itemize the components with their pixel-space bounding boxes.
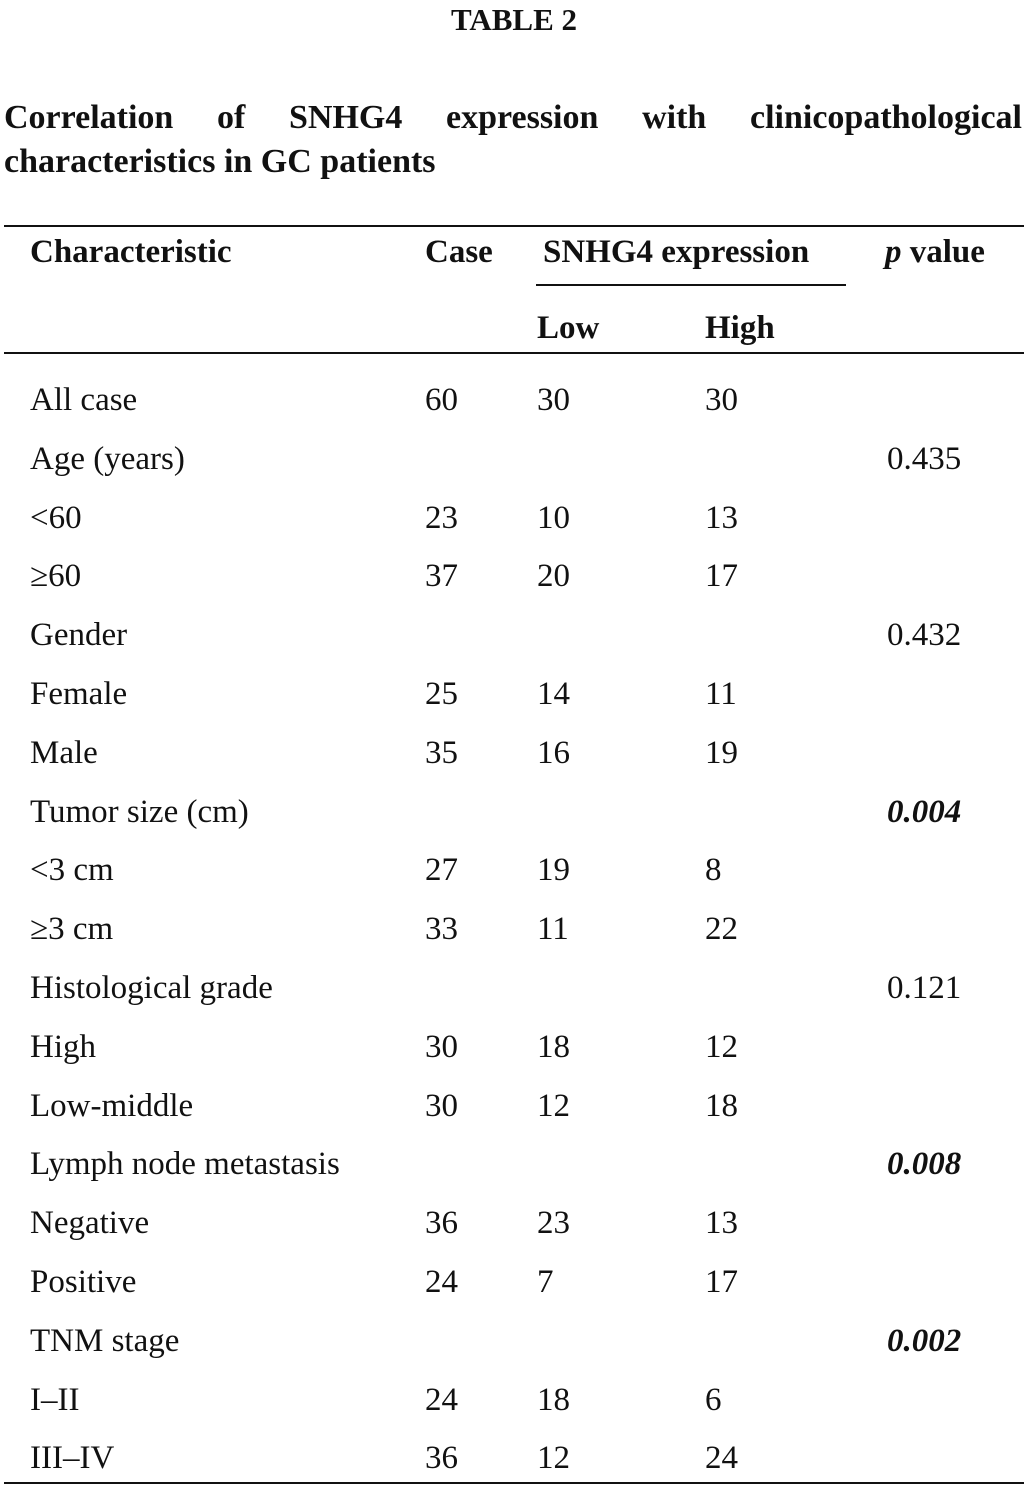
cell: 23: [425, 499, 458, 536]
cell: 12: [537, 1440, 570, 1477]
row-label: Lymph node metastasis: [30, 1146, 340, 1183]
row-label: Histological grade: [30, 970, 273, 1006]
cell: 0.432: [887, 617, 962, 654]
header-rule: [4, 352, 1024, 354]
cell: 19: [537, 852, 570, 889]
row-label: I–II: [30, 1381, 80, 1418]
cell: 30: [537, 382, 570, 418]
cell: 27: [425, 852, 458, 889]
top-rule: [4, 225, 1024, 227]
cell: 13: [705, 499, 738, 536]
cell: 18: [705, 1087, 738, 1124]
cell: 17: [705, 558, 738, 595]
cell: 12: [705, 1028, 738, 1065]
row-label: TNM stage: [30, 1322, 180, 1359]
cell: 0.002: [887, 1322, 962, 1359]
cell: 0.121: [887, 970, 962, 1006]
row-label: Low-middle: [30, 1087, 194, 1124]
table-title: TABLE 2: [450, 2, 578, 37]
cell: 18: [537, 1381, 570, 1418]
cell: 11: [705, 676, 737, 712]
column-header: Characteristic: [30, 234, 232, 270]
row-label: ≥3 cm: [30, 911, 114, 948]
cell: 18: [537, 1028, 570, 1065]
row-label: ≥60: [30, 558, 82, 595]
cell: 60: [425, 382, 458, 418]
row-label: Tumor size (cm): [30, 793, 249, 830]
cell: 0.008: [887, 1146, 962, 1183]
row-label: <60: [30, 499, 82, 536]
cell: 13: [705, 1205, 738, 1242]
cell: 25: [425, 676, 458, 712]
row-label: High: [30, 1028, 96, 1065]
cell: 30: [425, 1028, 458, 1065]
cell: 37: [425, 558, 458, 595]
column-header: Low: [537, 310, 600, 346]
p-word: value: [909, 234, 985, 270]
row-label: Male: [30, 734, 98, 771]
cell: 10: [537, 499, 570, 536]
cell: 24: [705, 1440, 738, 1477]
column-header: High: [705, 310, 775, 346]
cell: 36: [425, 1440, 458, 1477]
row-label: All case: [30, 382, 138, 418]
cell: 33: [425, 911, 458, 948]
cell: 19: [705, 734, 738, 771]
row-label: Negative: [30, 1205, 150, 1242]
cell: 12: [537, 1087, 570, 1124]
row-label: III–IV: [30, 1440, 115, 1477]
column-header: SNHG4 expression: [543, 234, 810, 270]
cell: 16: [537, 734, 570, 771]
cell: 30: [705, 382, 738, 418]
cell: 8: [705, 852, 722, 889]
column-header: Case: [425, 234, 493, 270]
cell: 35: [425, 734, 458, 771]
cell: 0.435: [887, 440, 962, 477]
row-label: Positive: [30, 1264, 137, 1300]
row-label: Age (years): [30, 440, 185, 477]
row-label: Female: [30, 676, 128, 712]
cell: 20: [537, 558, 570, 595]
cell: 23: [537, 1205, 570, 1242]
cell: 30: [425, 1087, 458, 1124]
row-label: Gender: [30, 617, 128, 654]
group-rule: [536, 284, 846, 286]
cell: 36: [425, 1205, 458, 1242]
cell: 22: [705, 911, 738, 948]
cell: 0.004: [887, 793, 962, 830]
cell: 24: [425, 1264, 458, 1300]
cell: 6: [705, 1381, 722, 1418]
bottom-rule: [4, 1482, 1024, 1484]
table-caption: Correlation of SNHG4 expression with cli…: [4, 99, 1022, 180]
row-label: <3 cm: [30, 852, 114, 889]
cell: 7: [537, 1264, 554, 1300]
column-header: p value: [885, 236, 985, 269]
cell: 24: [425, 1381, 458, 1418]
p-symbol: p: [885, 234, 902, 270]
cell: 17: [705, 1264, 738, 1300]
cell: 11: [537, 911, 569, 948]
cell: 14: [537, 676, 570, 712]
